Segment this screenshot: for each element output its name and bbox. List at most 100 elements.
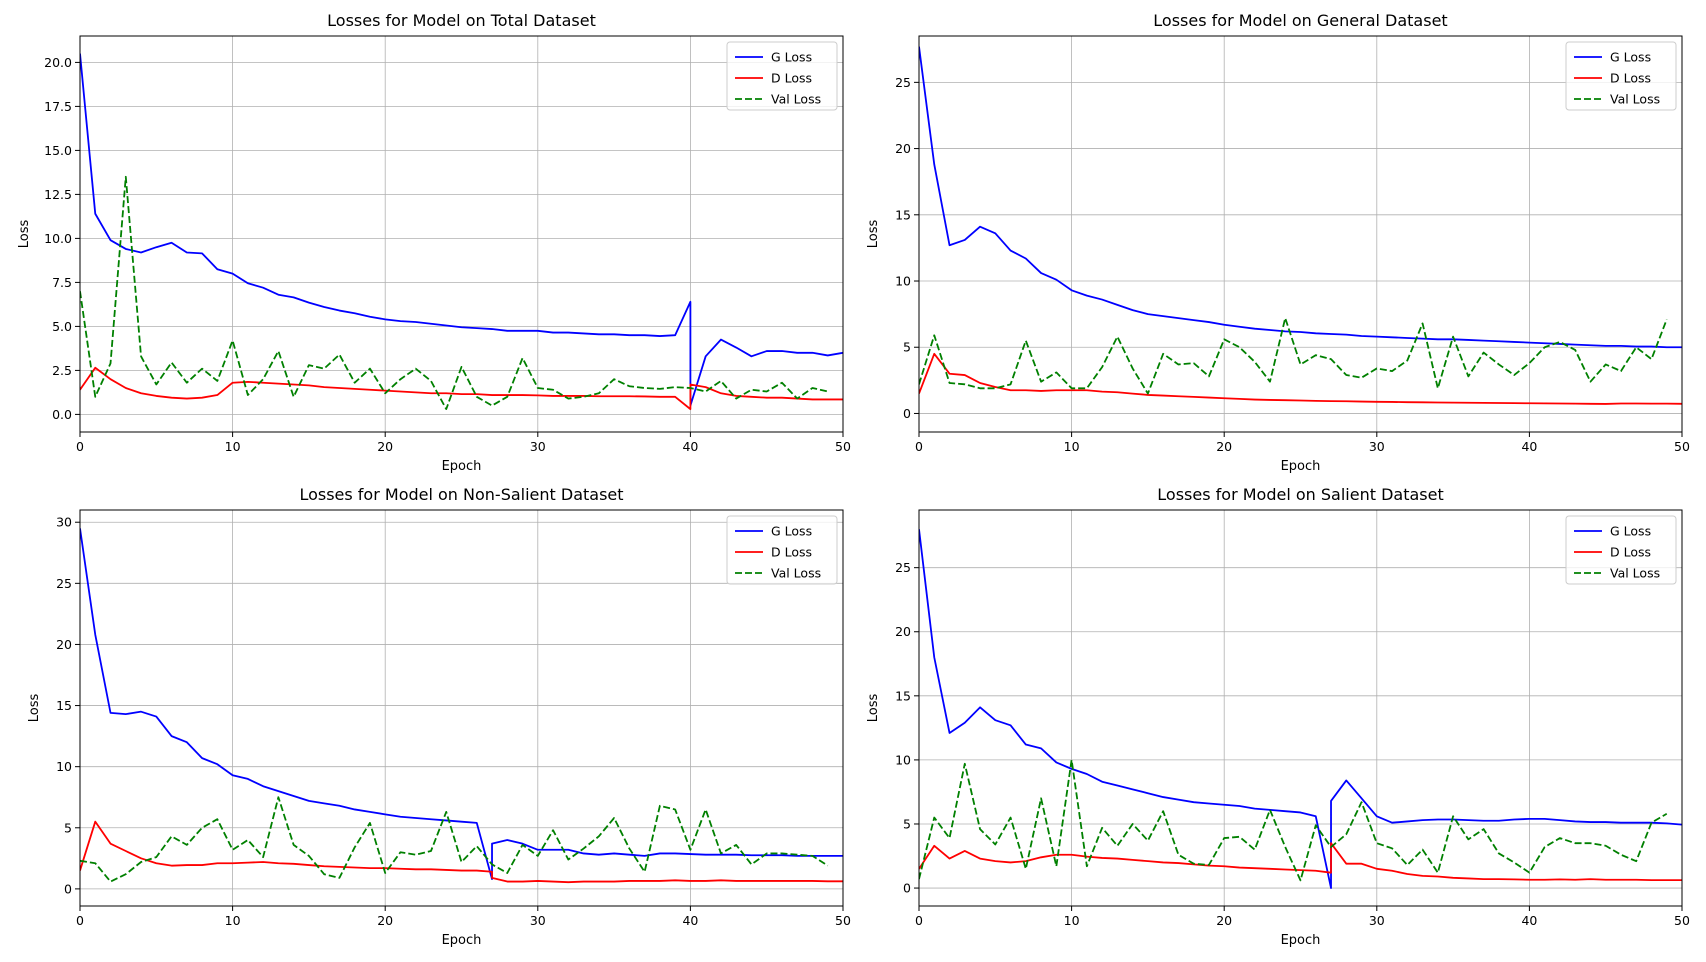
series-line-val-loss [919, 759, 1668, 882]
series-line-g-loss [919, 529, 1682, 889]
x-tick-label: 20 [1216, 913, 1232, 928]
y-tick-label: 5 [903, 340, 911, 355]
legend-label: Val Loss [771, 566, 821, 581]
y-tick-label: 12.5 [44, 187, 72, 202]
legend-label: G Loss [1610, 524, 1651, 539]
x-tick-label: 50 [835, 913, 851, 928]
y-tick-label: 25 [56, 576, 72, 591]
chart-title: Losses for Model on General Dataset [1153, 11, 1447, 30]
y-tick-label: 5.0 [52, 319, 72, 334]
series-line-val-loss [919, 317, 1668, 395]
y-axis-label: Loss [866, 694, 881, 723]
axes-frame [79, 35, 844, 433]
series-line-d-loss [919, 842, 1682, 882]
y-tick-label: 20 [56, 637, 72, 652]
legend-box [1565, 515, 1677, 585]
legend-label: Val Loss [1610, 566, 1660, 581]
subplot-non-salient: 0 10 20 30 40 50 0 5 10 15 20 25 30 Losses for Model … [27, 485, 851, 948]
legend-box [1565, 41, 1677, 111]
legend-label: D Loss [771, 545, 812, 560]
y-tick-label: 0.0 [52, 407, 72, 422]
y-tick-label: 5 [64, 820, 72, 835]
y-tick-label: 0 [903, 406, 911, 421]
series-group [80, 53, 843, 411]
legend-box [726, 515, 838, 585]
legend-label: G Loss [771, 50, 812, 65]
x-tick-label: 10 [1064, 439, 1080, 454]
series-line-val-loss [80, 175, 828, 411]
subplot-salient: 0 10 20 30 40 50 0 5 10 15 20 25 Losses for Model on… [866, 485, 1690, 948]
y-tick-label: 5 [903, 816, 911, 831]
y-tick-label: 15 [895, 688, 911, 703]
x-tick-label: 0 [915, 913, 923, 928]
x-tick-label: 40 [682, 913, 698, 928]
series-line-g-loss [80, 53, 843, 407]
series-line-g-loss [80, 528, 843, 881]
series-line-d-loss [919, 352, 1682, 405]
y-tick-label: 30 [56, 515, 72, 530]
y-tick-label: 20 [895, 624, 911, 639]
y-axis-label: Loss [27, 694, 42, 723]
y-tick-label: 10.0 [44, 231, 72, 246]
x-tick-label: 50 [835, 439, 851, 454]
x-axis-label: Epoch [1281, 933, 1321, 948]
legend: G Loss D Loss Val Loss [1565, 515, 1677, 585]
axes-frame [918, 509, 1683, 907]
y-tick-label: 10 [895, 752, 911, 767]
x-tick-label: 0 [76, 913, 84, 928]
series-group [80, 528, 843, 884]
series-line-val-loss [80, 796, 829, 883]
chart-title: Losses for Model on Non-Salient Dataset [299, 485, 623, 504]
legend: G Loss D Loss Val Loss [726, 41, 838, 111]
subplot-general: 0 10 20 30 40 50 0 5 10 15 20 25 Losses for Model on… [866, 11, 1690, 474]
series-group [919, 46, 1682, 405]
x-tick-label: 10 [225, 913, 241, 928]
y-tick-label: 15.0 [44, 143, 72, 158]
legend-label: Val Loss [1610, 92, 1660, 107]
x-tick-label: 0 [76, 439, 84, 454]
legend-label: G Loss [771, 524, 812, 539]
legend-label: D Loss [1610, 545, 1651, 560]
y-tick-label: 20 [895, 141, 911, 156]
y-tick-label: 25 [895, 560, 911, 575]
y-tick-label: 0 [903, 881, 911, 896]
x-axis-label: Epoch [442, 933, 482, 948]
x-tick-label: 40 [1521, 913, 1537, 928]
x-tick-label: 10 [1064, 913, 1080, 928]
x-tick-label: 30 [530, 913, 546, 928]
x-tick-label: 20 [1216, 439, 1232, 454]
y-tick-label: 25 [895, 75, 911, 90]
x-tick-label: 30 [1369, 439, 1385, 454]
series-group [919, 529, 1682, 889]
x-tick-label: 30 [530, 439, 546, 454]
series-line-d-loss [80, 820, 843, 884]
legend: G Loss D Loss Val Loss [726, 515, 838, 585]
x-tick-label: 40 [1521, 439, 1537, 454]
legend-label: Val Loss [771, 92, 821, 107]
x-tick-label: 50 [1674, 439, 1690, 454]
x-tick-label: 20 [377, 913, 393, 928]
x-tick-label: 10 [225, 439, 241, 454]
y-tick-label: 20.0 [44, 55, 72, 70]
y-axis-label: Loss [17, 220, 32, 249]
y-tick-label: 17.5 [44, 99, 72, 114]
legend: G Loss D Loss Val Loss [1565, 41, 1677, 111]
x-axis-label: Epoch [442, 459, 482, 474]
x-axis-label: Epoch [1281, 459, 1321, 474]
subplot-total: 0 10 20 30 40 50 0.0 2.5 5.0 7.5 10.0 12.5 15.0 17.5 2… [17, 11, 851, 474]
y-tick-label: 10 [56, 759, 72, 774]
axes-frame [918, 35, 1683, 433]
y-tick-label: 2.5 [52, 363, 72, 378]
chart-title: Losses for Model on Salient Dataset [1157, 485, 1443, 504]
chart-title: Losses for Model on Total Dataset [327, 11, 596, 30]
axes-frame [79, 509, 844, 907]
x-tick-label: 40 [682, 439, 698, 454]
y-axis-label: Loss [866, 220, 881, 249]
legend-label: G Loss [1610, 50, 1651, 65]
legend-label: D Loss [1610, 71, 1651, 86]
y-tick-label: 7.5 [52, 275, 72, 290]
x-tick-label: 50 [1674, 913, 1690, 928]
legend-label: D Loss [771, 71, 812, 86]
